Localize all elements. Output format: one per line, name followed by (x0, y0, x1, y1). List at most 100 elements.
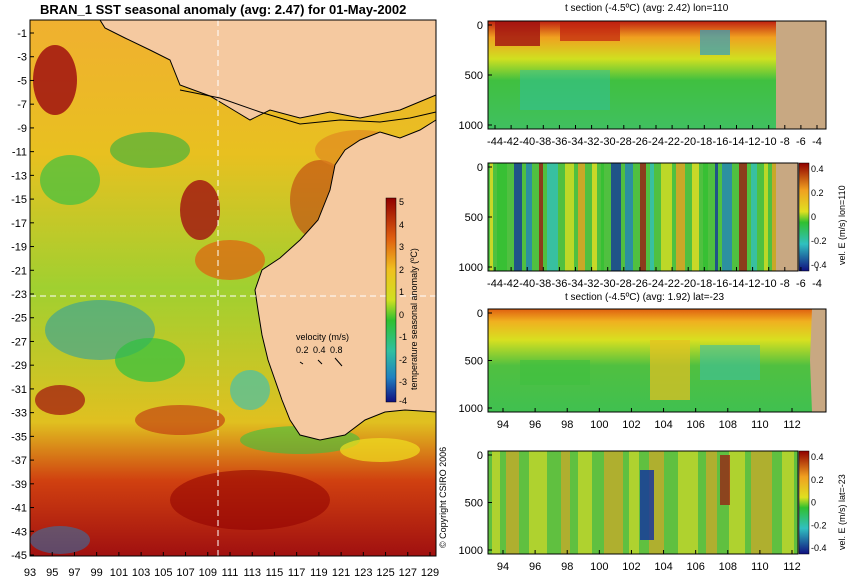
x-tick-label: -22 (664, 278, 680, 290)
x-tick-label: -20 (680, 278, 696, 290)
colorbar-label: temperature seasonal anomaly (ºC) (409, 248, 419, 390)
lat-tick-label: -43 (11, 526, 27, 538)
v-section-lon-panel (487, 162, 810, 272)
lat-tick-label: -23 (11, 289, 27, 301)
sst-map: velocity (m/s) 0.2 0.4 0.8 (29, 19, 437, 557)
velocity-stripe (678, 451, 698, 554)
x-tick-label: -30 (600, 136, 616, 148)
depth-tick-label: 1000 (459, 262, 483, 274)
t-lat-y-axis: 0 500 1000 (459, 308, 492, 415)
lat-tick-label: -45 (11, 550, 27, 562)
lat-tick-label: -17 (11, 218, 27, 230)
x-tick-label: 96 (529, 561, 541, 573)
cb-tick: -1 (399, 332, 407, 342)
x-tick-label: -32 (584, 136, 600, 148)
velocity-stripe (676, 163, 685, 271)
v-lat-y-axis: 0 500 1000 (459, 450, 492, 557)
x-tick-label: 100 (590, 419, 608, 431)
vel-cb-tick: 0.4 (811, 164, 824, 174)
x-tick-label: 110 (751, 419, 769, 431)
v-lat-x-axis: 94 96 98 100 102 104 106 108 110 112 (497, 550, 801, 573)
x-tick-label: -22 (664, 136, 680, 148)
t-lon-land (776, 21, 826, 129)
lat-tick-label: -5 (17, 75, 27, 87)
x-tick-label: -44 (487, 278, 503, 290)
depth-tick-label: 1000 (459, 120, 483, 132)
depth-tick-label: 0 (477, 20, 483, 32)
cb-tick: 5 (399, 197, 404, 207)
lat-tick-label: -19 (11, 242, 27, 254)
lat-tick-label: -15 (11, 194, 27, 206)
velocity-stripe (611, 163, 621, 271)
x-tick-label: -38 (535, 136, 551, 148)
lat-tick-label: -41 (11, 503, 27, 515)
x-tick-label: -14 (729, 136, 745, 148)
v-lon-colorbar (798, 162, 810, 272)
lon-tick-label: 109 (199, 567, 217, 579)
velocity-stripe (661, 163, 672, 271)
velocity-stripe (497, 163, 507, 271)
x-tick-label: 98 (561, 419, 573, 431)
velocity-stripe (578, 451, 592, 554)
v-lat-colorbar (798, 450, 810, 555)
velocity-stripe (526, 163, 532, 271)
x-tick-label: -42 (503, 136, 519, 148)
x-tick-label: -18 (696, 278, 712, 290)
velocity-stripe (561, 451, 570, 554)
x-tick-label: -32 (584, 278, 600, 290)
v-section-lat-panel (487, 450, 810, 555)
depth-tick-label: 0 (477, 450, 483, 462)
t-section-lon-title: t section (-4.5ºC) (avg: 2.42) lon=110 (565, 3, 729, 14)
cb-tick: 4 (399, 220, 404, 230)
lat-tick-label: -1 (17, 28, 27, 40)
vel-cb-tick: 0 (811, 498, 816, 508)
x-tick-label: -6 (796, 278, 806, 290)
x-tick-label: -36 (551, 136, 567, 148)
velocity-stripe (751, 163, 757, 271)
velocity-arrow-icon (299, 357, 343, 367)
velocity-stripe (720, 455, 730, 505)
velocity-stripe (782, 451, 794, 554)
x-tick-label: -30 (600, 278, 616, 290)
velocity-stripe (492, 451, 500, 554)
cb-tick: 1 (399, 287, 404, 297)
x-tick-label: 98 (561, 561, 573, 573)
velocity-stripe (547, 163, 558, 271)
x-tick-label: -34 (568, 136, 584, 148)
x-tick-label: -6 (796, 136, 806, 148)
v-lon-x-axis: -44 -42 -40 -38 -36 -34 -32 -30 -28 -26 -24 -22 -20-… (487, 267, 822, 290)
x-tick-label: -26 (632, 278, 648, 290)
t-section-lat-panel (487, 308, 827, 413)
t-lon-x-axis: -44 -42 -40 -38 -36 -34 -32 -30 -28 -26 -24 -22 -20-… (487, 125, 822, 148)
lon-tick-label: 119 (310, 567, 328, 579)
cb-tick: -2 (399, 355, 407, 365)
x-tick-label: -16 (712, 278, 728, 290)
lat-tick-label: -21 (11, 265, 27, 277)
x-tick-label: -24 (648, 278, 664, 290)
x-tick-label: -20 (680, 136, 696, 148)
t-lat-x-axis: 94 96 98 100 102 104 106 108 110 112 (497, 408, 801, 431)
lon-tick-label: 111 (222, 567, 239, 579)
t-lon-y-axis: 0 500 1000 (459, 20, 492, 132)
x-tick-label: -40 (519, 278, 535, 290)
velocity-stripe (703, 163, 708, 271)
x-tick-label: -10 (761, 278, 777, 290)
x-tick-label: -4 (812, 278, 822, 290)
velocity-stripe (629, 451, 639, 554)
vel-cb-tick: -0.4 (811, 543, 827, 553)
x-tick-label: 104 (654, 419, 672, 431)
t-section-lon-panel (487, 20, 827, 130)
x-tick-label: 94 (497, 561, 509, 573)
depth-tick-label: 500 (465, 212, 483, 224)
depth-tick-label: 0 (477, 162, 483, 174)
depth-tick-label: 1000 (459, 545, 483, 557)
x-tick-label: 106 (686, 561, 704, 573)
t-section-lat-title: t section (-4.5ºC) (avg: 1.92) lat=-23 (565, 292, 724, 303)
v-lon-land (776, 163, 798, 271)
x-tick-label: -26 (632, 136, 648, 148)
x-tick-label: -24 (648, 136, 664, 148)
depth-tick-label: 0 (477, 308, 483, 320)
lon-tick-label: 129 (421, 567, 439, 579)
velocity-stripe (565, 163, 574, 271)
cb-tick: 3 (399, 242, 404, 252)
